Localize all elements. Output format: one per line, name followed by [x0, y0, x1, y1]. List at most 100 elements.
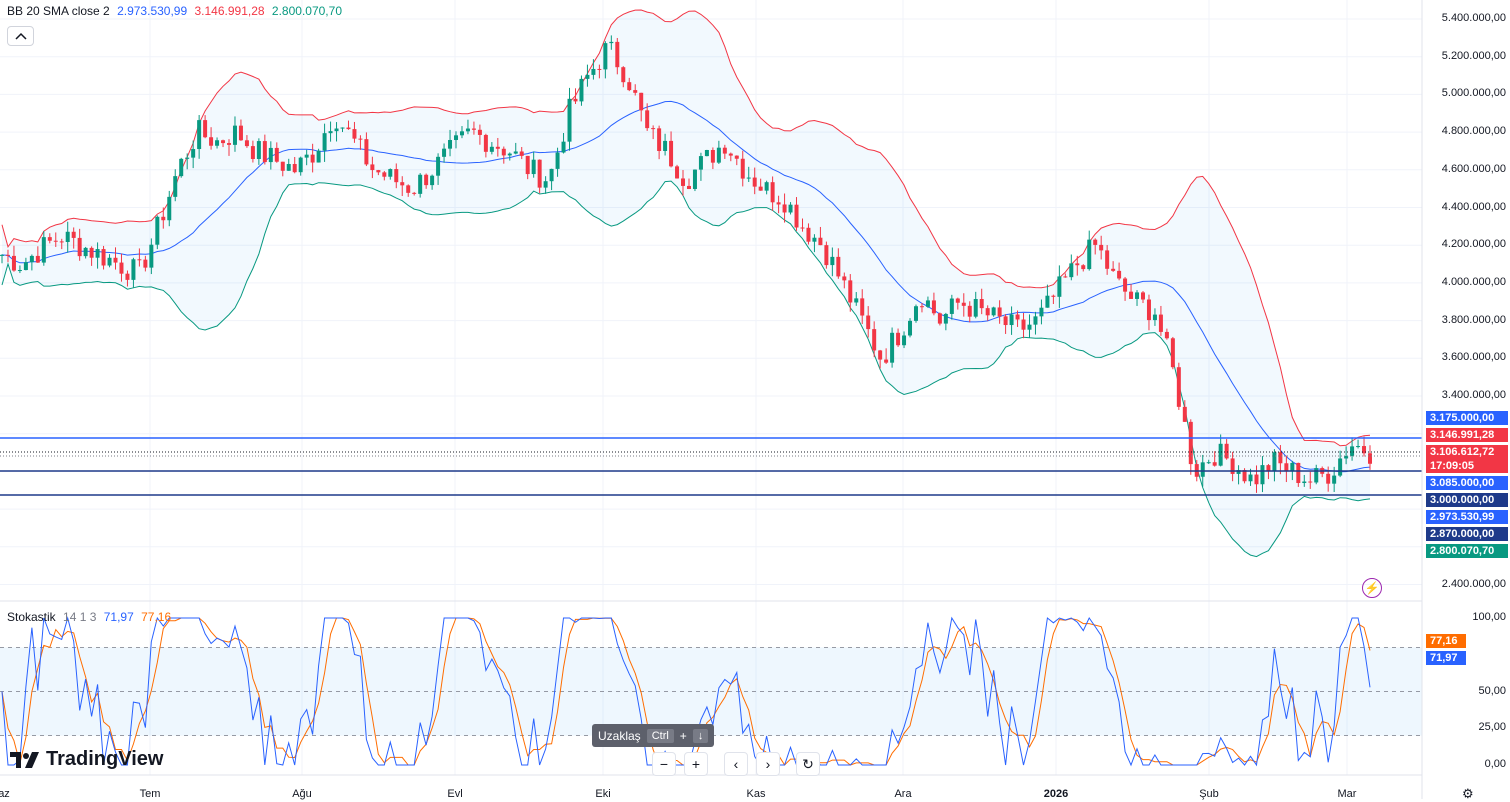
- candle-body: [406, 185, 411, 193]
- candle-body: [937, 313, 942, 324]
- candle-body: [692, 169, 697, 189]
- settings-gear-icon[interactable]: ⚙: [1462, 786, 1474, 801]
- candle-body: [884, 359, 889, 363]
- candle-body: [675, 166, 680, 179]
- candle-body: [698, 156, 703, 170]
- price-tag: 17:09:05: [1426, 459, 1508, 473]
- candle-body: [1140, 292, 1145, 300]
- candle-body: [800, 227, 805, 229]
- scroll-left-button[interactable]: ‹: [724, 752, 748, 776]
- collapse-legend-button[interactable]: [7, 26, 34, 46]
- candle-body: [1254, 474, 1259, 485]
- alert-bolt-icon[interactable]: ⚡: [1362, 578, 1382, 598]
- candle-body: [1105, 250, 1110, 269]
- candle-body: [17, 270, 22, 272]
- price-axis-label: 4.000.000,00: [1441, 275, 1506, 288]
- candle-body: [985, 308, 990, 316]
- candle-body: [346, 127, 351, 130]
- candle-body: [1308, 481, 1313, 483]
- price-axis-label: 2.400.000,00: [1441, 577, 1506, 590]
- price-tag: 2.870.000,00: [1426, 527, 1508, 541]
- candle-body: [310, 154, 315, 163]
- zoom-hint-arrow: ↓: [692, 728, 709, 743]
- candle-body: [334, 128, 339, 132]
- candle-body: [860, 298, 865, 316]
- candle-body: [525, 155, 530, 175]
- candle-body: [1027, 324, 1032, 330]
- chevron-up-icon: [14, 32, 27, 40]
- stochastic-pane: [0, 616, 1422, 767]
- bb-upper-value: 3.146.991,28: [194, 4, 265, 18]
- candle-body: [1338, 458, 1343, 476]
- candle-body: [197, 120, 202, 150]
- candle-body: [913, 306, 918, 321]
- candlestick-series: [0, 35, 1372, 493]
- candle-body: [657, 128, 662, 152]
- candle-body: [1152, 314, 1157, 321]
- candle-body: [1123, 278, 1128, 292]
- candle-body: [854, 298, 859, 303]
- candle-body: [1039, 307, 1044, 317]
- candle-body: [95, 249, 100, 258]
- bb-upper-line: [1, 9, 1371, 447]
- candle-body: [1236, 470, 1241, 474]
- zoom-hint-key: Ctrl: [646, 728, 674, 743]
- candle-body: [973, 298, 978, 317]
- candle-body: [919, 306, 924, 308]
- tradingview-logo-icon: [10, 751, 39, 768]
- stoch-axis-label: 50,00: [1478, 684, 1506, 697]
- time-axis-label: Eki: [595, 788, 611, 800]
- candle-body: [388, 169, 393, 177]
- price-axis-label: 3.400.000,00: [1441, 389, 1506, 401]
- candle-body: [125, 273, 130, 280]
- reset-chart-button[interactable]: ↻: [796, 752, 820, 776]
- zoom-out-button[interactable]: −: [652, 752, 676, 776]
- bb-legend[interactable]: BB 20 SMA close 2 2.973.530,99 3.146.991…: [7, 4, 346, 18]
- candle-body: [1272, 452, 1277, 471]
- candle-body: [967, 305, 972, 317]
- zoom-hint-label: Uzaklaş: [598, 728, 641, 743]
- candle-body: [203, 120, 208, 138]
- plus-icon: +: [691, 756, 701, 772]
- candle-body: [573, 98, 578, 102]
- candle-body: [1099, 244, 1104, 251]
- candle-body: [0, 254, 4, 256]
- candle-body: [143, 259, 148, 268]
- candle-body: [1063, 276, 1068, 278]
- candle-body: [131, 259, 136, 280]
- candle-body: [442, 148, 447, 157]
- stoch-legend[interactable]: Stokastik 14 1 3 71,97 77,16: [7, 610, 175, 624]
- scroll-right-button[interactable]: ›: [756, 752, 780, 776]
- candle-body: [298, 157, 303, 173]
- price-axis-label: 5.400.000,00: [1441, 12, 1506, 24]
- candle-body: [1326, 473, 1331, 484]
- candle-body: [663, 140, 668, 152]
- candle-body: [137, 259, 142, 261]
- price-axis-label: 3.800.000,00: [1441, 313, 1506, 326]
- price-axis-label: 3.600.000,00: [1441, 351, 1506, 364]
- candle-body: [1200, 462, 1205, 477]
- candle-body: [394, 169, 399, 183]
- price-axis-label: 4.800.000,00: [1441, 125, 1506, 138]
- candle-body: [842, 276, 847, 281]
- candle-body: [215, 140, 220, 146]
- candle-body: [1164, 331, 1169, 339]
- candle-body: [191, 149, 196, 158]
- zoom-in-button[interactable]: +: [684, 752, 708, 776]
- candle-body: [1158, 314, 1163, 332]
- time-axis-label: Evl: [447, 788, 463, 800]
- candle-body: [1021, 319, 1026, 330]
- stoch-d-value: 77,16: [141, 610, 172, 624]
- time-axis-label: az: [0, 788, 10, 800]
- bb-basis-value: 2.973.530,99: [117, 4, 188, 18]
- candle-body: [209, 137, 214, 146]
- bb-lower-value: 2.800.070,70: [271, 4, 342, 18]
- candle-body: [806, 227, 811, 242]
- candle-body: [1117, 270, 1122, 279]
- candle-body: [1314, 468, 1319, 483]
- candle-body: [609, 41, 614, 44]
- candle-body: [1368, 453, 1372, 464]
- candle-body: [710, 149, 715, 163]
- candle-body: [591, 68, 596, 75]
